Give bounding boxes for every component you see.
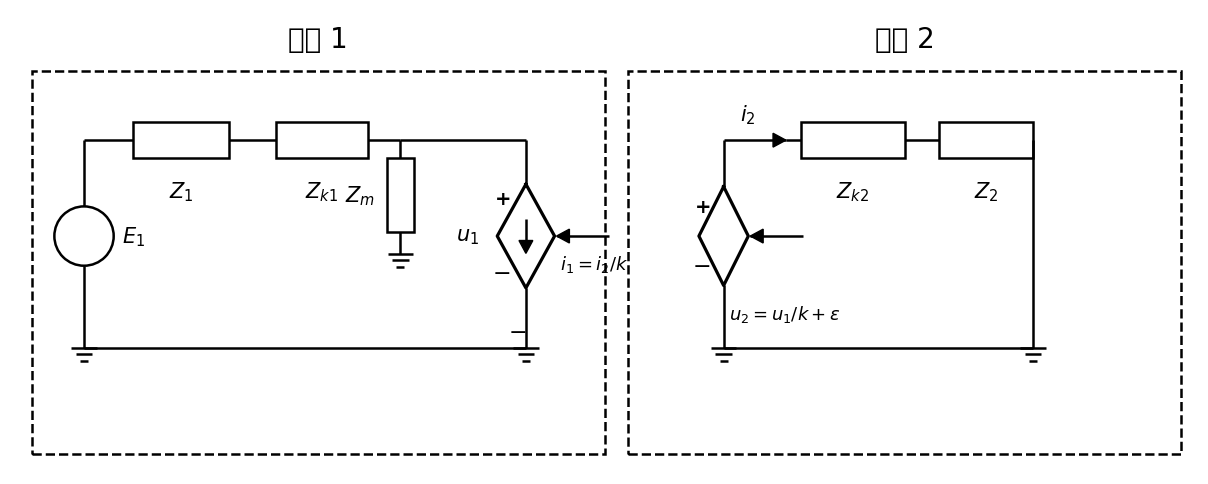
Polygon shape (557, 230, 569, 243)
Bar (31, 72, 605, 454)
Text: $i_1=i_2/k$: $i_1=i_2/k$ (559, 253, 628, 274)
Text: $Z_{k2}$: $Z_{k2}$ (836, 181, 870, 204)
Text: $u_2=u_1/k+\varepsilon$: $u_2=u_1/k+\varepsilon$ (728, 303, 841, 325)
Bar (939, 123, 1033, 159)
Text: $Z_{k1}$: $Z_{k1}$ (306, 181, 338, 204)
Text: −: − (509, 322, 528, 342)
Polygon shape (750, 230, 763, 243)
Bar (275, 123, 367, 159)
Text: +: + (696, 197, 712, 216)
Text: $Z_1$: $Z_1$ (169, 181, 193, 204)
Text: −: − (493, 263, 511, 284)
Text: $u_1$: $u_1$ (457, 227, 480, 246)
Text: −: − (693, 256, 712, 276)
Polygon shape (773, 134, 786, 148)
Text: +: + (494, 190, 511, 209)
Bar (133, 123, 230, 159)
Bar (387, 159, 414, 233)
Text: $E_1$: $E_1$ (122, 225, 145, 248)
Text: 子网 1: 子网 1 (289, 26, 348, 54)
Polygon shape (519, 241, 533, 254)
Text: $i_2$: $i_2$ (741, 104, 756, 127)
Text: $Z_2$: $Z_2$ (974, 181, 998, 204)
Bar (801, 123, 905, 159)
Bar (628, 72, 1181, 454)
Text: 子网 2: 子网 2 (875, 26, 935, 54)
Text: $Z_m$: $Z_m$ (344, 184, 374, 208)
